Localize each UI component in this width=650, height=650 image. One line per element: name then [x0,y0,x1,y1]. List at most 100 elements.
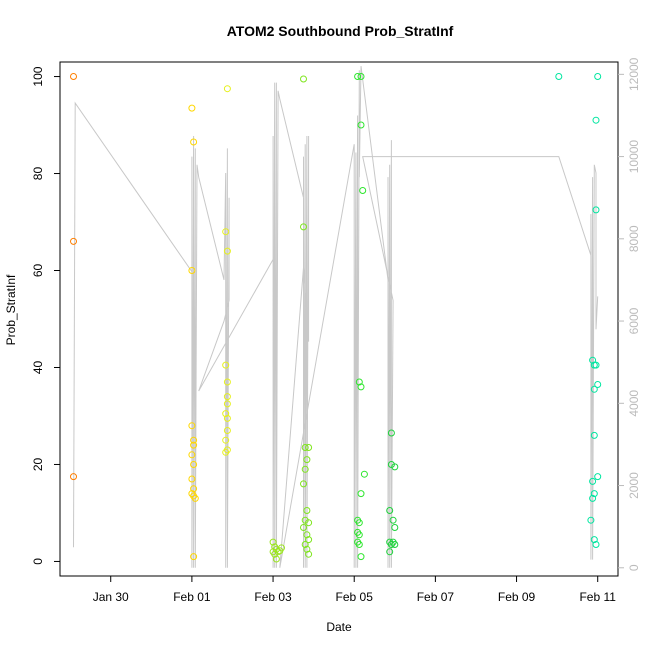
data-point [188,422,196,430]
y-tick-label: 20 [31,457,45,471]
data-point [387,429,395,437]
data-point [222,436,230,444]
data-point [355,541,363,548]
chart-title: ATOM2 Southbound Prob_StratInf [227,23,454,39]
data-point [594,473,602,481]
data-point [190,441,198,449]
y2-tick-label: 12000 [627,57,641,91]
data-point [590,431,598,439]
data-point [303,531,311,539]
data-point [589,356,597,364]
data-point [300,480,307,488]
secondary-line-layer [73,66,599,568]
data-point [223,427,231,434]
data-point [188,104,196,112]
x-tick-label: Feb 07 [417,590,455,604]
x-axis-label: Date [326,620,352,634]
data-point [70,473,77,481]
y-axis-right: 0 2000 4000 6000 8000 10000 12000 [618,57,641,571]
data-point [301,465,309,473]
data-point [190,138,198,146]
data-point [355,531,363,539]
y-tick-label: 80 [31,167,45,181]
y2-tick-label: 2000 [627,472,641,499]
data-point [303,456,311,464]
data-point [386,548,394,556]
data-point [589,494,597,502]
data-point [555,73,563,80]
data-point [300,75,307,83]
data-point [355,378,363,386]
data-point [305,536,313,544]
data-point [300,524,307,531]
data-point [223,378,231,386]
data-point [223,247,231,255]
data-point [303,545,311,553]
data-point [222,361,230,369]
y2-tick-label: 10000 [627,140,641,174]
x-tick-label: Feb 05 [336,590,374,604]
data-point [592,541,600,548]
y-axis-label: Prob_StratInf [4,274,18,345]
data-point [357,553,365,561]
data-point [222,410,230,418]
y-tick-label: 40 [31,360,45,374]
data-point [300,223,307,231]
data-point [191,494,199,502]
data-point [70,237,77,245]
data-point [301,444,309,451]
data-point [590,385,598,393]
data-point [188,451,196,459]
data-point [354,73,362,80]
x-tick-label: Feb 11 [579,590,616,604]
data-point [594,381,602,388]
data-point [386,507,394,514]
y-tick-label: 0 [31,558,45,565]
data-point [590,536,598,544]
data-point [357,73,365,80]
data-point [305,519,313,527]
data-point [223,414,231,422]
data-point [223,85,231,93]
data-point [190,485,198,493]
x-tick-label: Feb 01 [173,590,211,604]
data-point [188,267,196,274]
y2-tick-label: 6000 [627,307,641,334]
data-point [389,516,397,524]
data-point [223,393,231,401]
data-point [592,361,600,369]
data-point [278,544,285,552]
data-point [190,461,198,468]
data-point [305,550,313,558]
plot-frame [59,61,619,577]
data-point [301,541,309,548]
data-point [391,463,399,471]
data-point [589,477,597,485]
data-point [222,228,230,236]
data-point [70,73,77,80]
secondary-series-line [73,66,599,568]
y-tick-label: 60 [31,264,45,278]
y-axis-left: 0 20 40 60 80 100 [31,66,60,565]
data-point [269,538,277,546]
y2-tick-label: 0 [627,564,641,571]
x-axis: Jan 30 Feb 01 Feb 03 Feb 05 Feb 07 Feb 09 Feb … [93,575,616,604]
data-point [190,553,198,561]
data-point [587,516,595,524]
x-tick-label: Feb 03 [254,590,292,604]
data-point [305,444,313,451]
y-tick-label: 100 [31,66,45,86]
data-point [594,73,602,80]
data-point [357,490,365,498]
data-point [269,548,277,556]
data-point [592,116,600,124]
x-tick-label: Feb 09 [498,590,536,604]
y2-tick-label: 4000 [627,390,641,417]
data-point [391,524,399,531]
points-layer [70,73,602,563]
data-point [357,383,365,391]
data-point [360,470,368,478]
data-point [222,448,230,456]
data-point [592,206,600,214]
